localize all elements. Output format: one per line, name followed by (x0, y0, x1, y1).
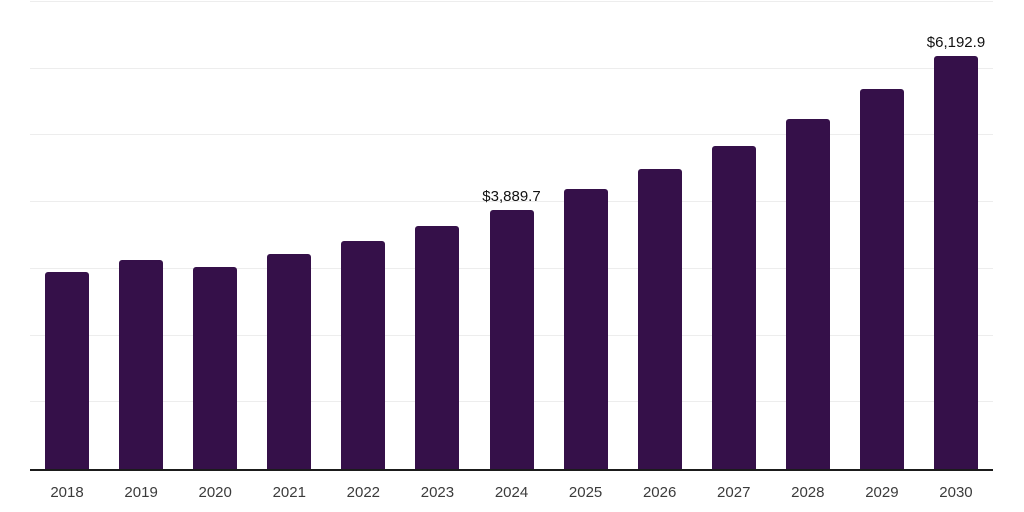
x-tick-2027: 2027 (717, 484, 751, 501)
plot-area: $3,889.7 $6,192.9 (30, 0, 993, 471)
bar-2019 (119, 259, 164, 469)
bar-2026 (637, 169, 682, 469)
bar-2025 (563, 189, 608, 469)
data-label-2024: $3,889.7 (482, 187, 541, 205)
bar-slot-2024: $3,889.7 (474, 0, 548, 469)
gridline-6000 (30, 67, 993, 69)
bar-2018 (45, 272, 90, 469)
bar-2020 (193, 266, 238, 469)
bar-2029 (859, 89, 904, 469)
gridline-4000 (30, 201, 993, 203)
bar-slot-2030: $6,192.9 (919, 0, 993, 469)
bar-2021 (267, 253, 312, 469)
bar-2022 (341, 240, 386, 469)
bar-slot-2022 (326, 0, 400, 469)
x-tick-2024: 2024 (494, 484, 529, 501)
x-tick-2018: 2018 (50, 484, 84, 501)
bars-container: $3,889.7 $6,192.9 (30, 0, 993, 469)
x-tick-2023: 2023 (420, 484, 455, 501)
bar-2023 (415, 225, 460, 469)
bar-slot-2029 (845, 0, 919, 469)
data-label-2030: $6,192.9 (926, 33, 986, 51)
bar-slot-2020 (178, 0, 252, 469)
x-tick-2019: 2019 (124, 484, 158, 501)
x-axis: 2018 2019 2020 2021 2022 2023 2024 2025 2026 2027… (30, 471, 993, 501)
gridline-5000 (30, 134, 993, 136)
x-tick-2025: 2025 (568, 484, 603, 501)
x-tick-2021: 2021 (272, 484, 306, 501)
x-tick-2030: 2030 (939, 484, 973, 501)
bar-2028 (785, 119, 830, 469)
x-tick-2020: 2020 (198, 484, 232, 501)
x-tick-2028: 2028 (791, 484, 825, 501)
bar-slot-2019 (104, 0, 178, 469)
x-tick-2022: 2022 (346, 484, 381, 501)
bar-2030 (933, 55, 978, 469)
bar-slot-2018 (30, 0, 104, 469)
bar-2024 (489, 209, 534, 469)
bar-slot-2023 (400, 0, 474, 469)
x-tick-2029: 2029 (865, 484, 899, 501)
bar-slot-2028 (771, 0, 845, 469)
bar-slot-2021 (252, 0, 326, 469)
bar-slot-2027 (697, 0, 771, 469)
bar-slot-2025 (549, 0, 623, 469)
gridline-7000 (30, 1, 993, 2)
x-tick-2026: 2026 (642, 484, 677, 501)
bar-slot-2026 (623, 0, 697, 469)
bar-2027 (711, 145, 756, 469)
